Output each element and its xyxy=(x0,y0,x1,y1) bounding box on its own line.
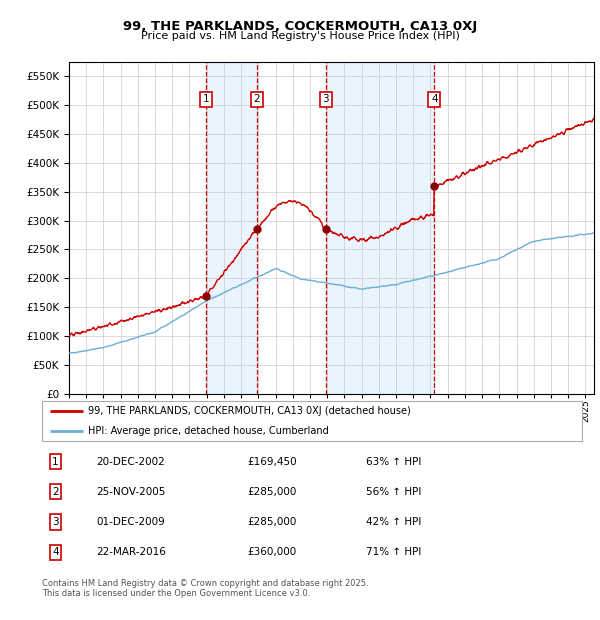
Text: 71% ↑ HPI: 71% ↑ HPI xyxy=(366,547,421,557)
Text: 99, THE PARKLANDS, COCKERMOUTH, CA13 0XJ: 99, THE PARKLANDS, COCKERMOUTH, CA13 0XJ xyxy=(123,20,477,33)
Text: 99, THE PARKLANDS, COCKERMOUTH, CA13 0XJ (detached house): 99, THE PARKLANDS, COCKERMOUTH, CA13 0XJ… xyxy=(88,406,410,416)
Text: £285,000: £285,000 xyxy=(247,487,296,497)
Bar xyxy=(326,62,434,394)
Text: Price paid vs. HM Land Registry's House Price Index (HPI): Price paid vs. HM Land Registry's House … xyxy=(140,31,460,41)
Text: 1: 1 xyxy=(52,456,59,466)
Text: This data is licensed under the Open Government Licence v3.0.: This data is licensed under the Open Gov… xyxy=(42,588,310,598)
Text: 25-NOV-2005: 25-NOV-2005 xyxy=(96,487,166,497)
Text: 01-DEC-2009: 01-DEC-2009 xyxy=(96,517,165,527)
Text: 42% ↑ HPI: 42% ↑ HPI xyxy=(366,517,421,527)
Bar xyxy=(206,62,257,394)
Text: £169,450: £169,450 xyxy=(247,456,297,466)
Text: 63% ↑ HPI: 63% ↑ HPI xyxy=(366,456,421,466)
Text: Contains HM Land Registry data © Crown copyright and database right 2025.: Contains HM Land Registry data © Crown c… xyxy=(42,578,368,588)
Text: 56% ↑ HPI: 56% ↑ HPI xyxy=(366,487,421,497)
Text: HPI: Average price, detached house, Cumberland: HPI: Average price, detached house, Cumb… xyxy=(88,427,329,436)
Text: 2: 2 xyxy=(52,487,59,497)
Text: £285,000: £285,000 xyxy=(247,517,296,527)
Text: 4: 4 xyxy=(431,94,437,105)
Text: 1: 1 xyxy=(203,94,209,105)
Text: 20-DEC-2002: 20-DEC-2002 xyxy=(96,456,165,466)
Text: 3: 3 xyxy=(52,517,59,527)
Text: £360,000: £360,000 xyxy=(247,547,296,557)
Text: 2: 2 xyxy=(253,94,260,105)
Text: 3: 3 xyxy=(323,94,329,105)
Text: 22-MAR-2016: 22-MAR-2016 xyxy=(96,547,166,557)
Text: 4: 4 xyxy=(52,547,59,557)
